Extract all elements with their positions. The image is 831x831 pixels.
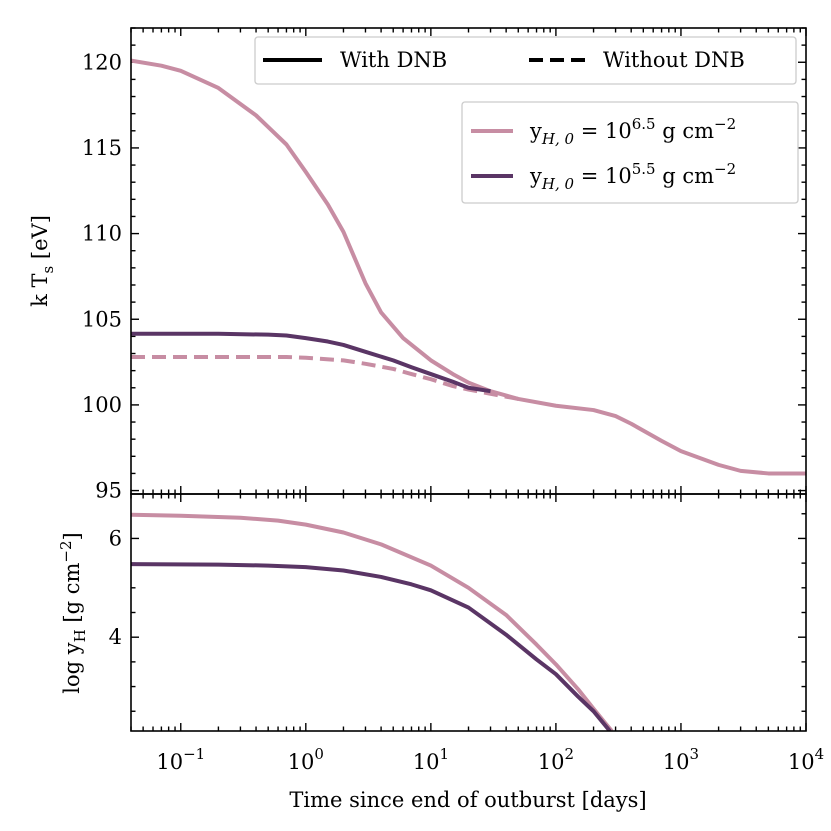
y-tick-label: 4 bbox=[109, 625, 122, 649]
top-series-line-3 bbox=[131, 331, 491, 394]
y-tick-label: 100 bbox=[82, 393, 122, 417]
y-tick-label: 6 bbox=[109, 526, 122, 550]
bottom-panel-frame bbox=[130, 493, 807, 732]
bottom-y-axis-label: log yH [g cm−2] bbox=[57, 532, 89, 693]
y-tick-label: 110 bbox=[82, 222, 122, 246]
bottom-panel-x-tick-labels: 10−1 100 101 102 103 104 bbox=[156, 745, 824, 774]
x-tick-label: 100 bbox=[288, 745, 324, 774]
top-y-axis-label: k Ts [eV] bbox=[28, 215, 57, 307]
bottom-panel-y-tick-labels: 46 bbox=[109, 526, 122, 649]
x-tick-label: 102 bbox=[538, 745, 574, 774]
legend-series-1-label: yH, 0 = 106.5 g cm−2 bbox=[529, 115, 736, 148]
legend-line-style-box bbox=[254, 36, 797, 85]
top-panel-y-tick-labels: 95 100 105 110 115 120 bbox=[82, 50, 122, 502]
legend-series: yH, 0 = 106.5 g cm−2 yH, 0 = 105.5 g cm−… bbox=[461, 101, 799, 204]
y-tick-label: 95 bbox=[95, 479, 122, 503]
top-series-line-2 bbox=[131, 58, 806, 476]
y-tick-label: 120 bbox=[82, 50, 122, 74]
y-tick-label: 115 bbox=[82, 136, 122, 160]
x-axis-label: Time since end of outburst [days] bbox=[289, 788, 646, 812]
bottom-series-line-1 bbox=[131, 512, 614, 731]
x-tick-label: 101 bbox=[413, 745, 449, 774]
x-tick-label: 104 bbox=[788, 745, 824, 774]
y-tick-label: 105 bbox=[82, 307, 122, 331]
legend-series-2-label: yH, 0 = 105.5 g cm−2 bbox=[529, 160, 736, 193]
legend-with-dnb-label: With DNB bbox=[340, 48, 447, 72]
bottom-panel-ticks bbox=[130, 494, 807, 731]
x-tick-label: 10−1 bbox=[156, 745, 205, 774]
bottom-series-line-2 bbox=[131, 562, 612, 731]
legend-without-dnb-label: Without DNB bbox=[603, 48, 745, 72]
bottom-panel-series bbox=[131, 512, 614, 731]
legend-line-style: With DNB Without DNB bbox=[254, 36, 797, 85]
top-panel-series bbox=[131, 58, 806, 476]
x-tick-label: 103 bbox=[663, 745, 699, 774]
legend-series-box bbox=[461, 101, 799, 204]
